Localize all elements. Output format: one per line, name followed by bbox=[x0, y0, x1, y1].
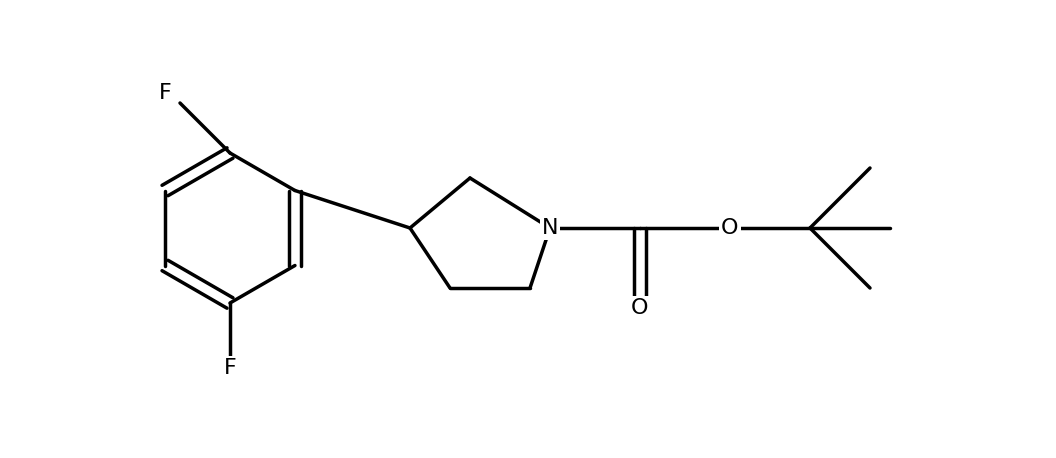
Text: F: F bbox=[224, 358, 237, 378]
Text: F: F bbox=[158, 83, 171, 103]
Text: O: O bbox=[631, 298, 648, 318]
Text: N: N bbox=[542, 218, 559, 238]
Text: O: O bbox=[721, 218, 739, 238]
